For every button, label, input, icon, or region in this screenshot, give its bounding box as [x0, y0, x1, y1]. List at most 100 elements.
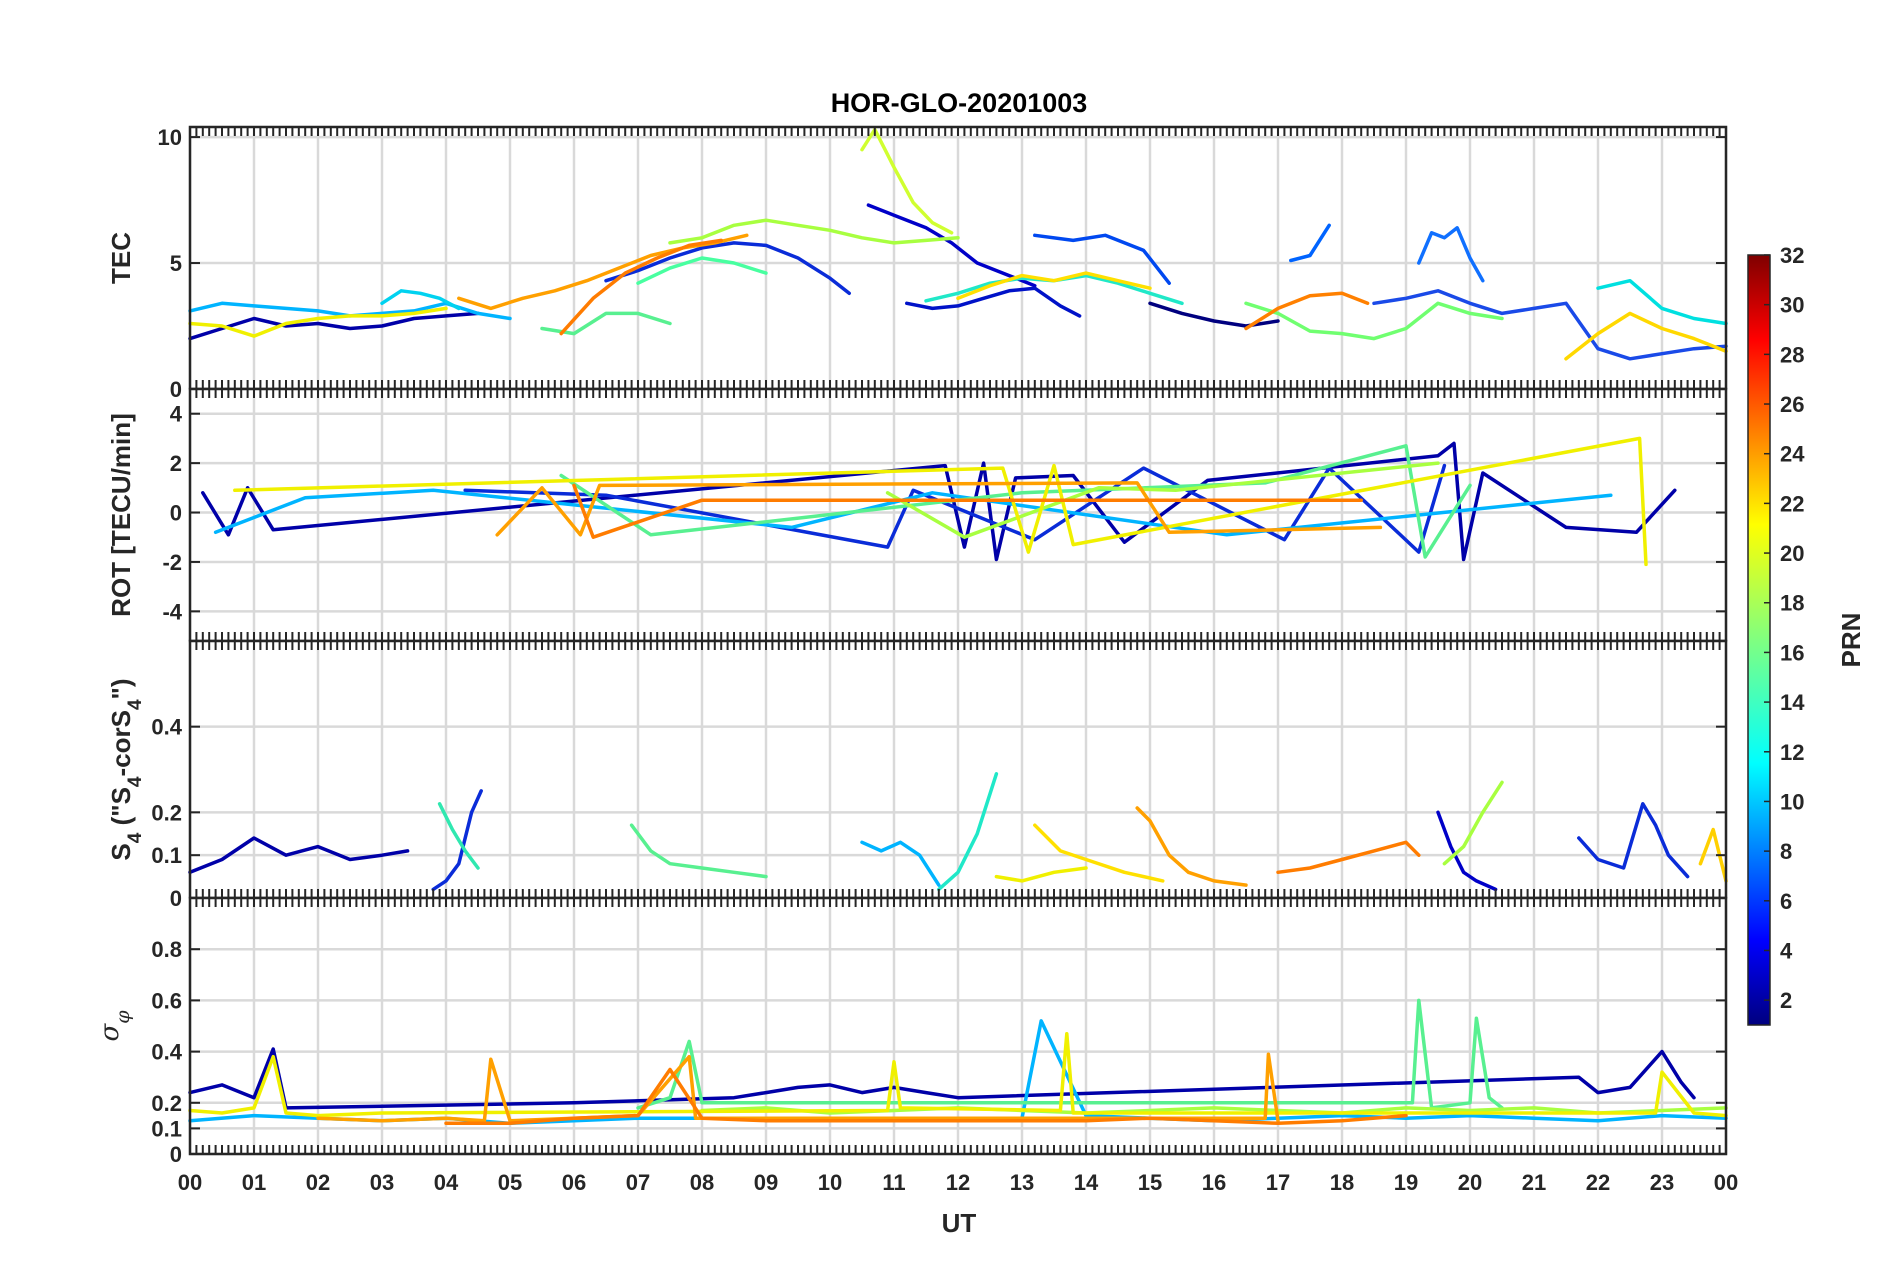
series-line-tec-prn-13b	[1596, 278, 1728, 326]
series-line-sigma-prn-20	[188, 1031, 1728, 1118]
series-line-rot-prn-18	[885, 461, 1440, 539]
colorbar-label: PRN	[1836, 613, 1866, 668]
y-tick-label: 0	[170, 501, 182, 526]
series-line-tec-prn-24b	[1244, 291, 1370, 331]
x-tick-label: 19	[1394, 1170, 1418, 1195]
series-line-tec-prn-4	[905, 286, 1082, 318]
series-line-s4-prn-16	[629, 823, 768, 879]
colorbar-gradient	[1747, 254, 1771, 1026]
x-tick-label: 07	[626, 1170, 650, 1195]
series-line-s4-prn-21	[1033, 823, 1165, 883]
x-tick-label: 00	[1714, 1170, 1738, 1195]
x-tick-label: 00	[178, 1170, 202, 1195]
colorbar-tick-label: 16	[1780, 640, 1804, 665]
colorbar-tick-label: 24	[1780, 442, 1805, 467]
colorbar-tick-label: 12	[1780, 740, 1804, 765]
x-tick-label: 14	[1074, 1170, 1099, 1195]
series-line-tec-prn-6	[1033, 233, 1171, 285]
y-tick-label: 0	[170, 886, 182, 911]
x-tick-label: 03	[370, 1170, 394, 1195]
series-line-s4-prn-3	[1436, 810, 1498, 892]
y-tick-label: 2	[170, 451, 182, 476]
colorbar-tick-label: 8	[1780, 839, 1792, 864]
y-axis-label-tec: TEC	[106, 232, 136, 284]
series-line-rot-prn-12	[213, 488, 1613, 537]
series-line-rot-prn-2	[201, 441, 1677, 562]
colorbar-tick-label: 18	[1780, 591, 1804, 616]
x-tick-label: 01	[242, 1170, 266, 1195]
series-line-tec-prn-19	[860, 127, 954, 235]
colorbar-tick-label: 2	[1780, 988, 1792, 1013]
y-tick-label: 0.6	[151, 988, 182, 1013]
series-line-s4-prn-14	[937, 772, 999, 892]
series-line-tec-prn-20	[188, 306, 448, 338]
y-tick-label: 0.8	[151, 937, 182, 962]
y-axis-label-s4: S4 ("S4-corS4")	[106, 678, 146, 860]
series-group	[201, 436, 1677, 567]
x-tick-label: 23	[1650, 1170, 1674, 1195]
y-tick-label: 5	[170, 251, 182, 276]
series-line-s4-prn-14b	[437, 802, 480, 870]
panel-frame	[188, 896, 1728, 1156]
series-line-s4-prn-5	[431, 789, 483, 892]
colorbar-tick-label: 32	[1780, 243, 1804, 268]
series-line-tec-prn-8	[1417, 226, 1485, 283]
series-line-rot-prn-16	[559, 444, 1472, 559]
series-line-tec-prn-9	[1372, 289, 1728, 361]
y-tick-label: -4	[162, 599, 182, 624]
y-tick-label: 0	[170, 377, 182, 402]
series-line-tec-prn-2	[188, 311, 480, 341]
x-tick-label: 16	[1202, 1170, 1226, 1195]
x-tick-label: 12	[946, 1170, 970, 1195]
series-line-tec-prn-15	[636, 256, 768, 285]
y-tick-label: 0.4	[151, 715, 182, 740]
series-line-tec-prn-1	[1148, 301, 1280, 328]
x-tick-label: 13	[1010, 1170, 1034, 1195]
colorbar-tick-label: 22	[1780, 491, 1804, 516]
series-group	[188, 998, 1728, 1126]
series-line-s4-prn-18	[1442, 780, 1504, 866]
series-line-rot-prn-24	[572, 483, 1363, 539]
x-tick-label: 06	[562, 1170, 586, 1195]
x-tick-label: 21	[1522, 1170, 1546, 1195]
series-line-s4-prn-4	[1577, 802, 1690, 879]
x-tick-label: 04	[434, 1170, 459, 1195]
series-line-s4-prn-20	[994, 866, 1088, 883]
colorbar-tick-label: 20	[1780, 541, 1804, 566]
y-tick-label: 0.1	[151, 843, 182, 868]
panel-tec: 0 5 10 TEC	[106, 125, 1728, 402]
y-tick-label: 0.1	[151, 1116, 182, 1141]
series-line-tec-prn-13	[380, 289, 461, 311]
series-line-tec-prn-7	[1289, 223, 1331, 263]
series-line-tec-prn-24	[559, 238, 723, 336]
y-axis-label-rot: ROT [TECU/min]	[106, 413, 136, 617]
x-tick-label: 08	[690, 1170, 714, 1195]
x-tick-label: 20	[1458, 1170, 1482, 1195]
colorbar-tick-label: 6	[1780, 889, 1792, 914]
x-tick-label: 10	[818, 1170, 842, 1195]
panel-s4: 0 0.1 0.2 0.4S4 ("S4-corS4")	[106, 639, 1728, 911]
colorbar-tick-label: 14	[1780, 690, 1805, 715]
chart-title: HOR-GLO-20201003	[831, 88, 1088, 118]
x-axis-label: UT	[942, 1208, 977, 1238]
series-line-s4-prn-23	[1135, 806, 1248, 887]
x-tick-label: 15	[1138, 1170, 1162, 1195]
series-line-tec-prn-17	[1244, 301, 1504, 341]
x-tick-label: 18	[1330, 1170, 1354, 1195]
y-tick-label: -2	[162, 550, 182, 575]
panel-sigma: 00.10.2 0.4 0.6 0.8 σφ	[95, 896, 1728, 1167]
series-line-sigma-prn-16	[636, 998, 1504, 1110]
y-axis-label-sigma: σφ	[95, 1010, 134, 1042]
series-line-tec-prn-18	[668, 218, 960, 245]
series-line-s4-prn-12	[860, 840, 941, 887]
series-line-tec-prn-3	[866, 203, 1037, 288]
colorbar-tick-label: 10	[1780, 789, 1804, 814]
series-line-tec-prn-21	[956, 271, 1152, 301]
x-tick-label: 09	[754, 1170, 778, 1195]
series-line-s4-prn-22	[1698, 827, 1728, 883]
colorbar-tick-label: 4	[1780, 938, 1793, 963]
series-group	[188, 127, 1728, 361]
colorbar-tick-label: 26	[1780, 392, 1804, 417]
